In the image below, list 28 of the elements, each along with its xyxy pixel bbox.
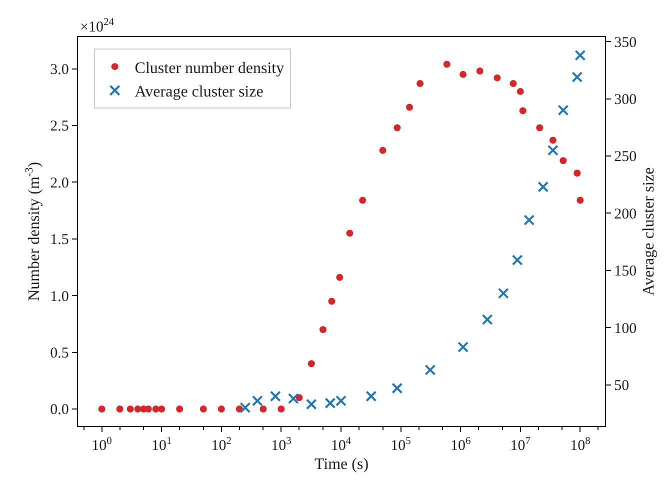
y2-tick-label: 300 xyxy=(614,92,637,108)
y-tick-label: 2.0 xyxy=(50,175,69,192)
x-axis-title: Time (s) xyxy=(314,456,369,473)
y2-tick-label: 200 xyxy=(614,206,637,222)
x-tick-label: 10$^{4}$ xyxy=(330,436,352,454)
y-tick-label: 3.0 xyxy=(50,62,69,78)
y-tick-label: 1.5 xyxy=(50,232,69,248)
x-tick-label: 10$^{1}$ xyxy=(151,436,172,454)
x-tick-label: 10$^{8}$ xyxy=(570,436,590,454)
y2-tick-label: 250 xyxy=(614,149,637,166)
legend-label: Average cluster size xyxy=(134,84,264,101)
y2-axis-title: Average cluster size xyxy=(640,167,658,296)
legend-label: Cluster number density xyxy=(134,60,284,77)
text: ×10$^{24}$ xyxy=(80,17,115,36)
y2-tick-label: 100 xyxy=(614,320,637,337)
x-tick-label: 10$^{7}$ xyxy=(510,436,531,454)
y-tick-label: 2.5 xyxy=(50,118,69,135)
x-tick-label: 10$^{2}$ xyxy=(211,436,232,454)
x-tick-label: 10$^{3}$ xyxy=(271,436,292,454)
y2-tick-label: 50 xyxy=(614,378,630,394)
x-tick-label: 10$^{0}$ xyxy=(92,436,112,454)
y2-tick-label: 350 xyxy=(614,34,637,51)
x-tick-label: 10$^{5}$ xyxy=(390,436,411,454)
y2-tick-label: 150 xyxy=(614,264,637,280)
y-tick-label: 1.0 xyxy=(50,288,69,305)
y-tick-label: 0.0 xyxy=(50,402,69,418)
x-tick-label: 10$^{6}$ xyxy=(450,436,471,454)
y-tick-label: 0.5 xyxy=(50,346,69,362)
